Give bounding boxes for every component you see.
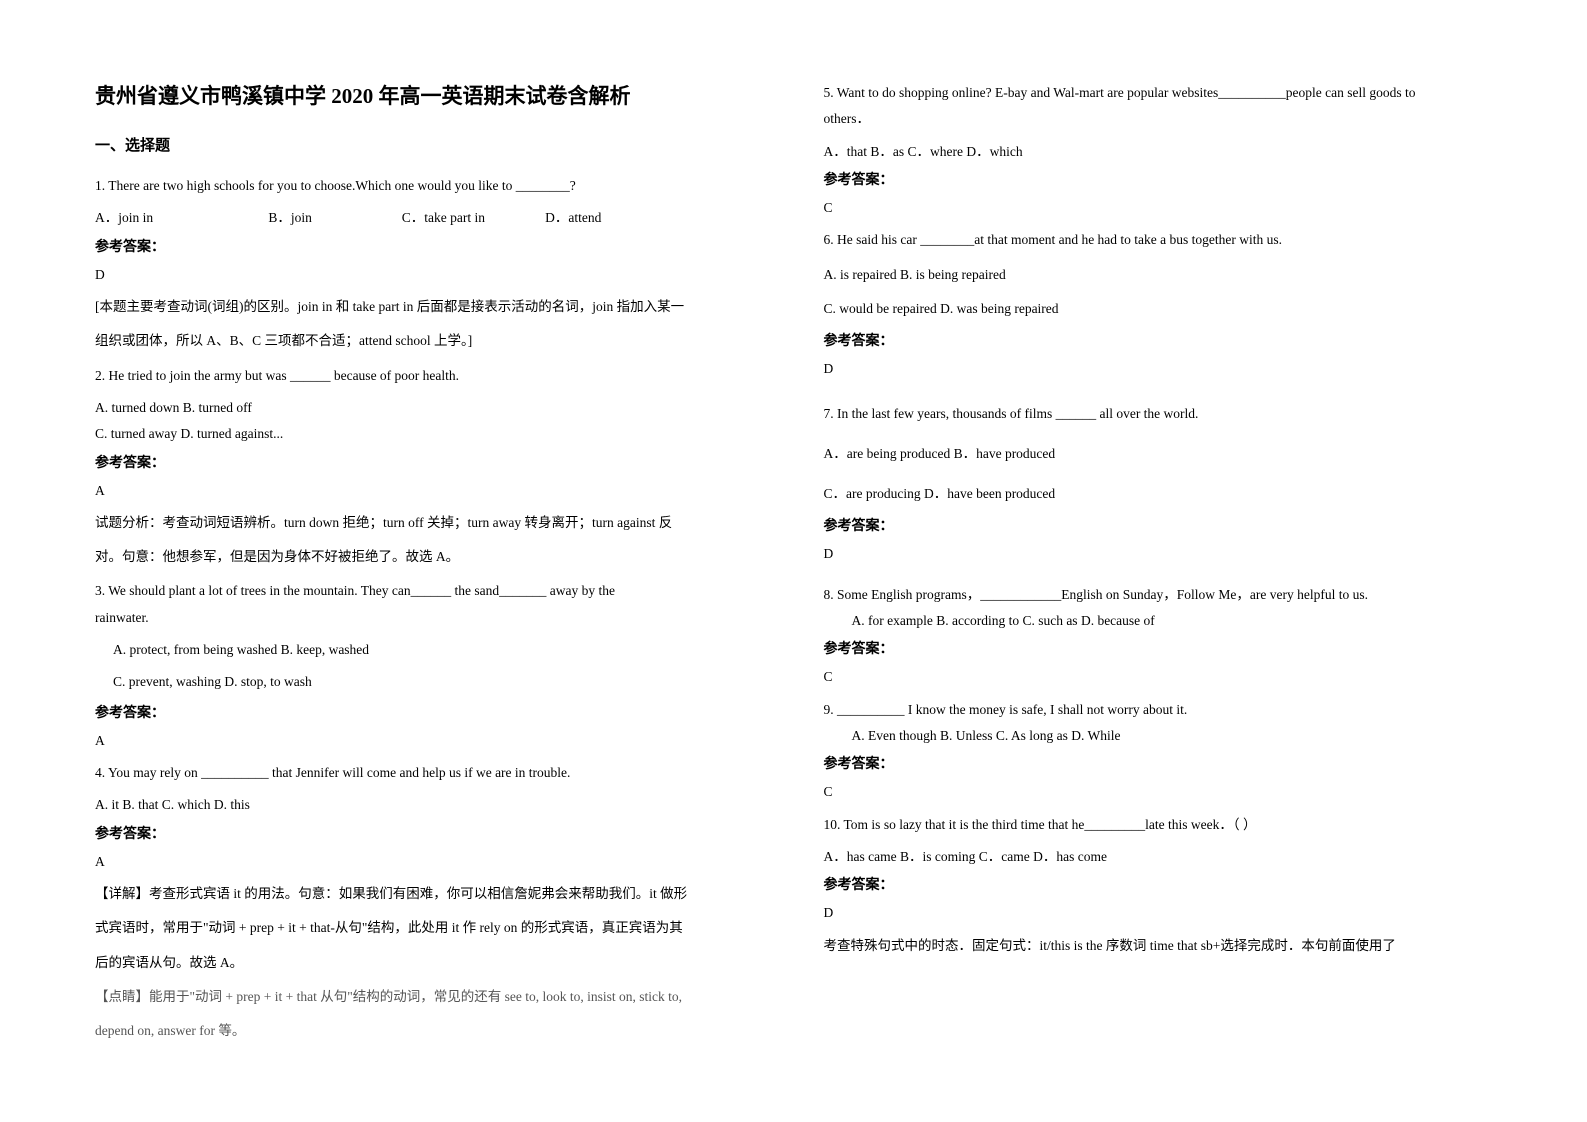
q1-explanation-1: [本题主要考查动词(词组)的区别。join in 和 take part in … xyxy=(95,294,764,320)
q3-stem-1: 3. We should plant a lot of trees in the… xyxy=(95,578,764,604)
q10-stem: 10. Tom is so lazy that it is the third … xyxy=(824,812,1493,838)
q6-options-row1: A. is repaired B. is being repaired xyxy=(824,262,1493,288)
q3-options-row1: A. protect, from being washed B. keep, w… xyxy=(95,637,764,663)
q3-options-row2: C. prevent, washing D. stop, to wash xyxy=(95,669,764,695)
q9-answer-label: 参考答案： xyxy=(824,753,1493,773)
q4-answer: A xyxy=(95,849,764,875)
q6-options-row2: C. would be repaired D. was being repair… xyxy=(824,296,1493,322)
q1-opt-a: A．join in xyxy=(95,205,265,231)
q4-explanation-3: 后的宾语从句。故选 A。 xyxy=(95,950,764,976)
q5-answer-label: 参考答案： xyxy=(824,169,1493,189)
q5-options: A．that B．as C．where D．which xyxy=(824,139,1493,165)
q2-options-row1: A. turned down B. turned off xyxy=(95,395,764,421)
q5-stem-1: 5. Want to do shopping online? E-bay and… xyxy=(824,80,1493,106)
q3-answer: A xyxy=(95,728,764,754)
q1-stem: 1. There are two high schools for you to… xyxy=(95,173,764,199)
q4-tip-1: 【点睛】能用于"动词 + prep + it + that 从句"结构的动词，常… xyxy=(95,984,764,1010)
q7-answer: D xyxy=(824,541,1493,567)
right-column: 5. Want to do shopping online? E-bay and… xyxy=(824,80,1493,1053)
q6-answer: D xyxy=(824,356,1493,382)
q4-stem: 4. You may rely on __________ that Jenni… xyxy=(95,760,764,786)
q8-answer-label: 参考答案： xyxy=(824,638,1493,658)
q4-explanation-1: 【详解】考查形式宾语 it 的用法。句意：如果我们有困难，你可以相信詹妮弗会来帮… xyxy=(95,881,764,907)
q2-answer-label: 参考答案： xyxy=(95,452,764,472)
q7-options-row2: C．are producing D．have been produced xyxy=(824,481,1493,507)
q4-tip-2: depend on, answer for 等。 xyxy=(95,1018,764,1044)
q1-opt-d: D．attend xyxy=(545,205,601,231)
q8-options: A. for example B. according to C. such a… xyxy=(824,608,1493,634)
q10-answer: D xyxy=(824,900,1493,926)
q2-stem: 2. He tried to join the army but was ___… xyxy=(95,363,764,389)
q1-opt-b: B．join xyxy=(268,205,398,231)
q5-stem-2: others． xyxy=(824,106,1493,132)
q8-stem: 8. Some English programs，____________Eng… xyxy=(824,582,1493,608)
q3-stem-2: rainwater. xyxy=(95,605,764,631)
q9-stem: 9. __________ I know the money is safe, … xyxy=(824,697,1493,723)
q10-options: A．has came B．is coming C．came D．has come xyxy=(824,844,1493,870)
q1-explanation-2: 组织或团体，所以 A、B、C 三项都不合适；attend school 上学。] xyxy=(95,328,764,354)
page-root: 贵州省遵义市鸭溪镇中学 2020 年高一英语期末试卷含解析 一、选择题 1. T… xyxy=(0,0,1587,1093)
q7-answer-label: 参考答案： xyxy=(824,515,1493,535)
section-heading: 一、选择题 xyxy=(95,134,764,155)
q9-options: A. Even though B. Unless C. As long as D… xyxy=(824,723,1493,749)
q9-answer: C xyxy=(824,779,1493,805)
q2-options-row2: C. turned away D. turned against... xyxy=(95,421,764,447)
q4-explanation-2: 式宾语时，常用于"动词 + prep + it + that-从句"结构，此处用… xyxy=(95,915,764,941)
q2-explanation-1: 试题分析：考查动词短语辨析。turn down 拒绝；turn off 关掉；t… xyxy=(95,510,764,536)
q3-answer-label: 参考答案： xyxy=(95,702,764,722)
q10-explanation: 考查特殊句式中的时态．固定句式：it/this is the 序数词 time … xyxy=(824,933,1493,959)
q8-answer: C xyxy=(824,664,1493,690)
q7-options-row1: A．are being produced B．have produced xyxy=(824,441,1493,467)
q5-answer: C xyxy=(824,195,1493,221)
q1-answer: D xyxy=(95,262,764,288)
doc-title: 贵州省遵义市鸭溪镇中学 2020 年高一英语期末试卷含解析 xyxy=(95,80,764,110)
q2-explanation-2: 对。句意：他想参军，但是因为身体不好被拒绝了。故选 A。 xyxy=(95,544,764,570)
q6-answer-label: 参考答案： xyxy=(824,330,1493,350)
q4-options: A. it B. that C. which D. this xyxy=(95,792,764,818)
left-column: 贵州省遵义市鸭溪镇中学 2020 年高一英语期末试卷含解析 一、选择题 1. T… xyxy=(95,80,764,1053)
q1-options: A．join in B．join C．take part in D．attend xyxy=(95,205,764,231)
q10-answer-label: 参考答案： xyxy=(824,874,1493,894)
q4-answer-label: 参考答案： xyxy=(95,823,764,843)
q7-stem: 7. In the last few years, thousands of f… xyxy=(824,401,1493,427)
q2-answer: A xyxy=(95,478,764,504)
q6-stem: 6. He said his car ________at that momen… xyxy=(824,227,1493,253)
q1-opt-c: C．take part in xyxy=(402,205,542,231)
q1-answer-label: 参考答案： xyxy=(95,236,764,256)
